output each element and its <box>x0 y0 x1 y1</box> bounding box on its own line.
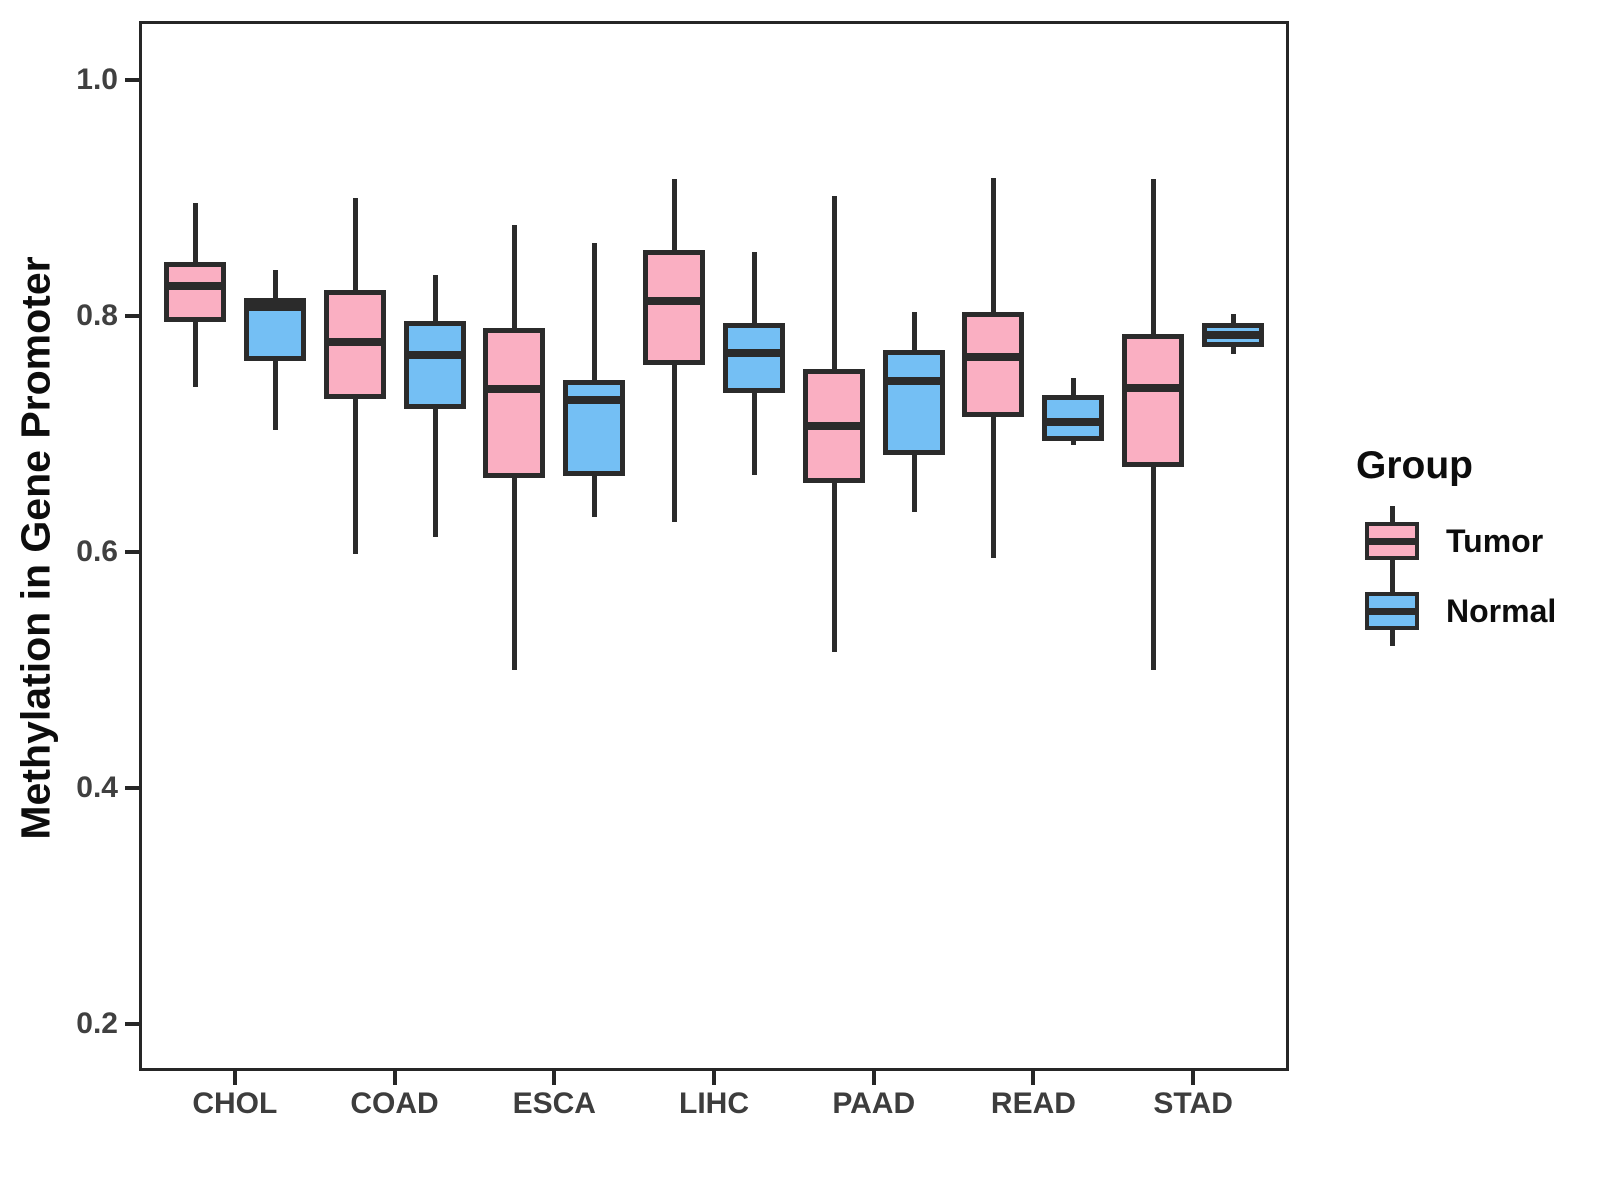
y-tick-mark <box>125 313 139 318</box>
x-tick-mark <box>871 1071 876 1085</box>
legend-key-median <box>1365 608 1419 615</box>
median-coad-normal <box>403 350 466 359</box>
median-stad-normal <box>1202 330 1265 339</box>
median-paad-normal <box>882 376 945 385</box>
median-coad-tumor <box>323 337 386 346</box>
x-tick-label-stad: STAD <box>1153 1087 1233 1120</box>
x-tick-mark <box>712 1071 716 1085</box>
legend-label-tumor: Tumor <box>1446 523 1544 559</box>
y-tick-mark <box>125 549 139 554</box>
box-paad-normal <box>882 350 945 456</box>
median-esca-normal <box>563 395 626 404</box>
box-esca-tumor <box>483 327 546 478</box>
y-tick-label: 0.2 <box>76 1006 118 1040</box>
y-tick-mark <box>125 77 139 82</box>
x-tick-label-lihc: LIHC <box>679 1087 749 1120</box>
box-lihc-normal <box>723 323 785 393</box>
box-read-tumor <box>962 312 1025 418</box>
x-tick-label-chol: CHOL <box>192 1087 278 1120</box>
x-tick-label-read: READ <box>990 1087 1076 1120</box>
y-axis-title: Methylation in Gene Promoter <box>12 256 59 840</box>
plot-panel <box>139 21 1289 1071</box>
median-read-tumor <box>962 353 1025 362</box>
median-chol-normal <box>243 302 306 311</box>
box-lihc-tumor <box>643 249 705 366</box>
median-lihc-tumor <box>643 296 705 305</box>
median-lihc-normal <box>723 348 785 357</box>
median-stad-tumor <box>1122 383 1185 392</box>
median-esca-tumor <box>483 385 546 394</box>
legend-title: Group <box>1356 444 1473 487</box>
x-tick-mark <box>1031 1071 1036 1085</box>
y-tick-label: 0.8 <box>76 298 118 332</box>
median-chol-tumor <box>163 282 226 291</box>
box-chol-tumor <box>163 261 226 322</box>
x-tick-mark <box>232 1071 237 1085</box>
y-tick-label: 0.4 <box>76 770 118 804</box>
box-esca-normal <box>563 379 626 477</box>
x-tick-mark <box>392 1071 397 1085</box>
median-paad-tumor <box>802 421 865 430</box>
legend-key-median <box>1365 538 1419 545</box>
y-tick-mark <box>125 1021 139 1026</box>
y-tick-label: 0.6 <box>76 534 118 568</box>
legend-label-normal: Normal <box>1446 593 1557 629</box>
box-coad-normal <box>403 320 466 410</box>
x-tick-label-coad: COAD <box>350 1087 439 1120</box>
y-tick-mark <box>125 785 139 790</box>
x-tick-mark <box>1191 1071 1196 1085</box>
x-tick-mark <box>552 1071 557 1085</box>
median-read-normal <box>1042 418 1105 427</box>
y-tick-label: 1.0 <box>76 62 118 96</box>
x-tick-label-paad: PAAD <box>832 1087 916 1120</box>
box-stad-tumor <box>1122 333 1185 467</box>
x-tick-label-esca: ESCA <box>512 1087 596 1120</box>
box-read-normal <box>1042 394 1105 441</box>
